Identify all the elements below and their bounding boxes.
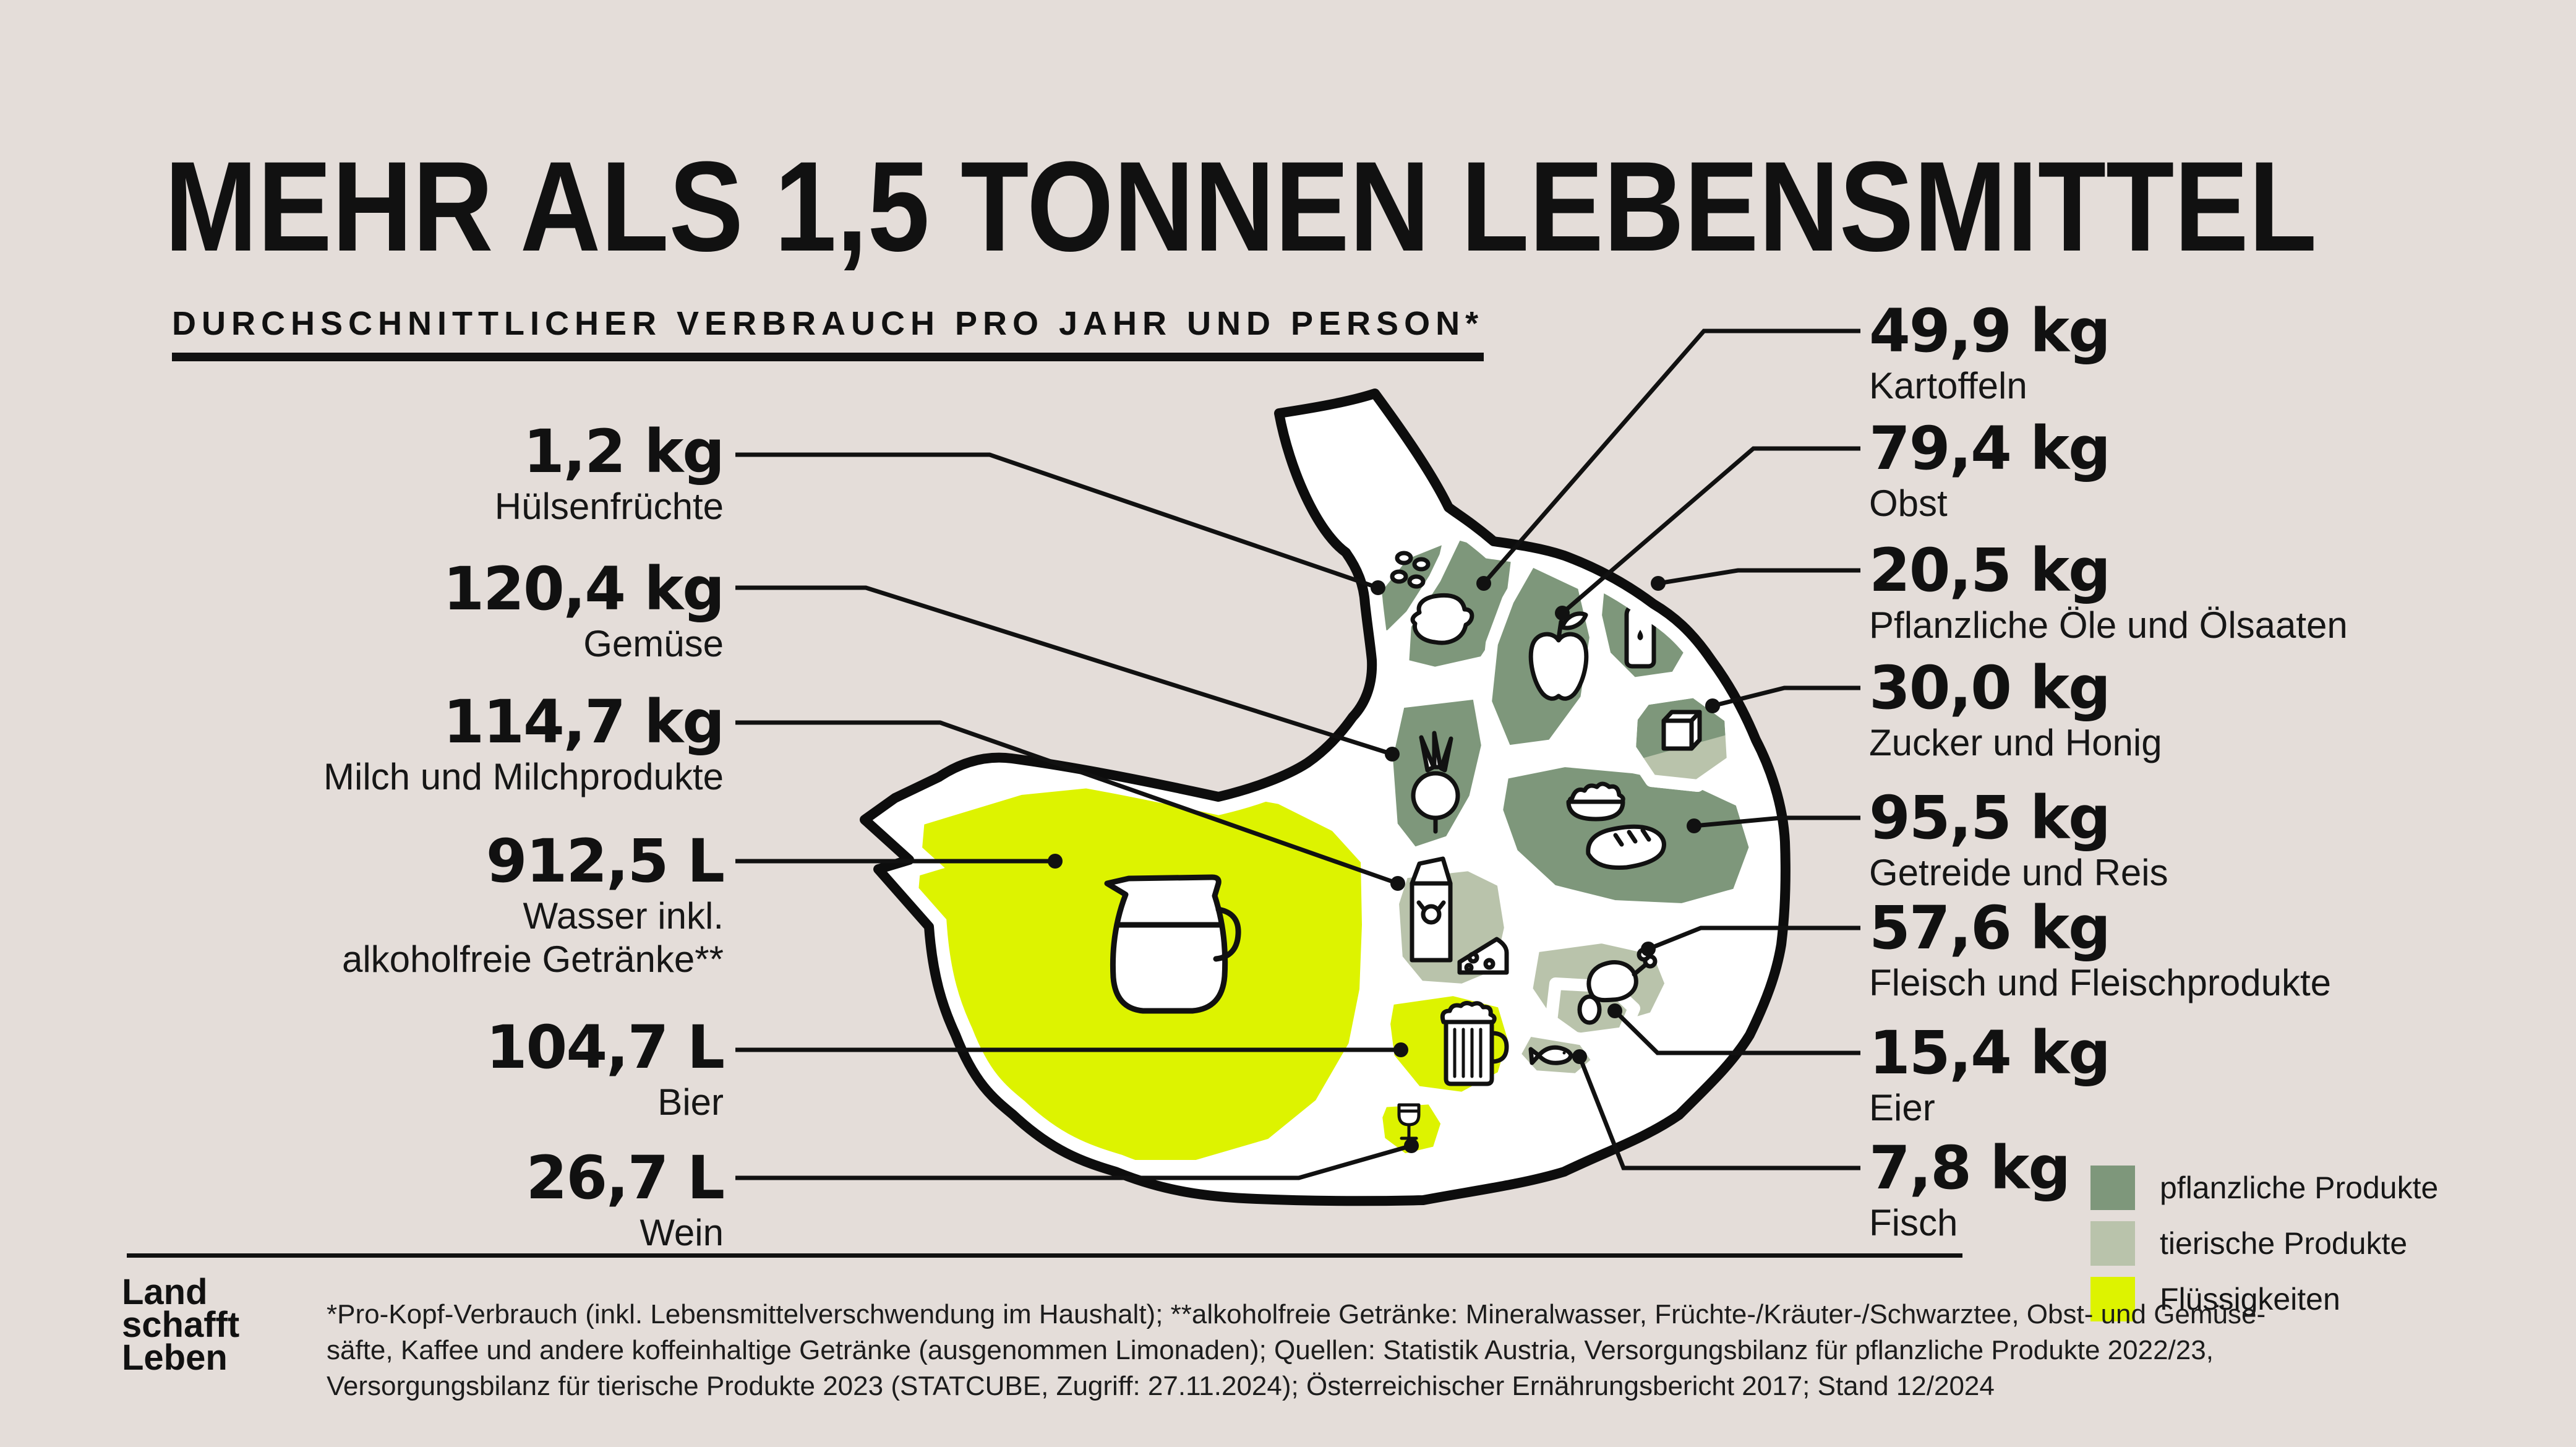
logo-line-2: schafft <box>122 1305 240 1345</box>
label-obst: Obst <box>1869 483 1948 524</box>
leader-oele <box>1658 568 1860 586</box>
entry-getreide: 95,5 kg Getreide und Reis <box>1869 787 2168 895</box>
value-zucker: 30,0 kg <box>1869 653 2111 723</box>
legend-label-animal: tierische Produkte <box>2160 1226 2408 1261</box>
legend-swatch-liquid <box>2090 1277 2135 1321</box>
label-kartoffeln: Kartoffeln <box>1869 365 2027 406</box>
value-gemuese: 120,4 kg <box>443 554 725 624</box>
footnote-line-1: *Pro-Kopf-Verbrauch (inkl. Lebensmittelv… <box>327 1299 2266 1329</box>
label-bier: Bier <box>657 1081 724 1123</box>
fish-icon <box>1528 1045 1573 1065</box>
entry-bier: 104,7 L Bier <box>0 1013 725 1124</box>
page-title: MEHR ALS 1,5 TONNEN LEBENSMITTEL <box>165 135 2317 278</box>
value-bier: 104,7 L <box>486 1013 725 1082</box>
egg-icon <box>1577 994 1602 1025</box>
title-block: MEHR ALS 1,5 TONNEN LEBENSMITTEL <box>165 135 2317 278</box>
cell-wein <box>1370 1092 1453 1166</box>
food-icons <box>1104 551 1702 1140</box>
leader-getreide <box>1693 815 1860 828</box>
value-obst: 79,4 kg <box>1869 414 2111 483</box>
label-wein: Wein <box>640 1212 724 1253</box>
leader-kartoffeln <box>1482 328 1860 585</box>
entry-milch: 114,7 kg Milch und Milchprodukte <box>0 687 725 799</box>
peas-icon <box>1390 551 1431 589</box>
entry-wein: 26,7 L Wein <box>0 1143 725 1255</box>
rice-bowl-icon <box>1566 781 1625 822</box>
label-gemuese: Gemüse <box>583 623 724 664</box>
beet-icon <box>1411 731 1460 834</box>
label-fleisch: Fleisch und Fleischprodukte <box>1869 962 2332 1003</box>
leader-eier <box>1613 1009 1860 1055</box>
legend-swatch-plant <box>2090 1166 2135 1210</box>
entry-gemuese: 120,4 kg Gemüse <box>0 554 725 666</box>
sugar-cube-icon <box>1661 710 1702 751</box>
leader-wein <box>735 1143 1412 1180</box>
footnote-line-3: Versorgungsbilanz für tierische Produkte… <box>327 1371 1995 1401</box>
value-eier: 15,4 kg <box>1869 1018 2111 1088</box>
entry-zucker: 30,0 kg Zucker und Honig <box>1869 657 2162 765</box>
leader-zucker <box>1712 685 1860 708</box>
value-fleisch: 57,6 kg <box>1869 893 2111 963</box>
entry-obst: 79,4 kg Obst <box>1869 414 2111 525</box>
value-fisch: 7,8 kg <box>1869 1133 2071 1203</box>
legend-label-plant: pflanzliche Produkte <box>2160 1170 2439 1205</box>
leader-gemuese <box>735 585 1393 757</box>
milk-carton-icon <box>1410 856 1453 963</box>
entry-huelsenfruechte: 1,2 kg Hülsenfrüchte <box>0 417 725 528</box>
potato-icon <box>1410 593 1474 645</box>
label-zucker: Zucker und Honig <box>1869 722 2162 763</box>
legend-row-plant: pflanzliche Produkte <box>2090 1166 2438 1210</box>
logo: Land schafft Leben <box>122 1272 240 1378</box>
leader-fleisch <box>1647 925 1860 951</box>
value-wein: 26,7 L <box>526 1143 725 1213</box>
value-wasser: 912,5 L <box>486 827 725 896</box>
value-huelsenfruechte: 1,2 kg <box>523 417 725 486</box>
beer-mug-icon <box>1440 1000 1509 1086</box>
label-wasser-line1: Wasser inkl. <box>523 895 724 937</box>
value-oele: 20,5 kg <box>1869 536 2111 605</box>
value-milch: 114,7 kg <box>443 687 725 757</box>
footer-divider <box>127 1253 1962 1258</box>
label-oele: Pflanzliche Öle und Ölsaaten <box>1869 604 2348 646</box>
label-wasser-line2: alkoholfreie Getränke** <box>341 938 724 980</box>
legend-row-animal: tierische Produkte <box>2090 1221 2438 1266</box>
leader-obst <box>1560 446 1860 615</box>
entry-wasser: 912,5 L Wasser inkl. alkoholfreie Geträn… <box>0 827 725 981</box>
leader-huelsenfruechte <box>735 452 1379 590</box>
label-getreide: Getreide und Reis <box>1869 852 2168 893</box>
entry-kartoffeln: 49,9 kg Kartoffeln <box>1869 296 2111 408</box>
stomach-outline <box>860 389 1791 1206</box>
footnote: *Pro-Kopf-Verbrauch (inkl. Lebensmittelv… <box>327 1297 2266 1404</box>
footnote-line-2: säfte, Kaffee und andere koffeinhaltige … <box>327 1335 2214 1365</box>
entry-fisch: 7,8 kg Fisch <box>1869 1133 2071 1245</box>
wine-glass-icon <box>1397 1103 1421 1140</box>
entry-oele: 20,5 kg Pflanzliche Öle und Ölsaaten <box>1869 539 2348 647</box>
leader-lines <box>735 328 1860 1180</box>
leader-dots <box>1048 576 1720 1153</box>
water-jug-icon <box>1104 874 1241 1014</box>
apple-icon <box>1528 611 1589 701</box>
value-kartoffeln: 49,9 kg <box>1869 296 2111 366</box>
label-milch: Milch und Milchprodukte <box>323 756 724 797</box>
label-huelsenfruechte: Hülsenfrüchte <box>494 486 724 527</box>
legend-row-liquid: Flüssigkeiten <box>2090 1277 2438 1321</box>
legend: pflanzliche Produkte tierische Produkte … <box>2090 1166 2438 1333</box>
legend-label-liquid: Flüssigkeiten <box>2160 1282 2340 1316</box>
entry-fleisch: 57,6 kg Fleisch und Fleischprodukte <box>1869 897 2331 1005</box>
value-getreide: 95,5 kg <box>1869 783 2111 852</box>
bread-icon <box>1586 824 1666 870</box>
logo-line-3: Leben <box>122 1338 228 1378</box>
entry-eier: 15,4 kg Eier <box>1869 1018 2111 1130</box>
subtitle: DURCHSCHNITTLICHER VERBRAUCH PRO JAHR UN… <box>172 304 1484 361</box>
logo-line-1: Land <box>122 1272 208 1312</box>
leader-milch <box>735 720 1399 886</box>
label-fisch: Fisch <box>1869 1202 1958 1243</box>
cheese-icon <box>1457 937 1509 975</box>
label-eier: Eier <box>1869 1087 1935 1128</box>
legend-swatch-animal <box>2090 1221 2135 1266</box>
leader-fisch <box>1577 1055 1860 1170</box>
